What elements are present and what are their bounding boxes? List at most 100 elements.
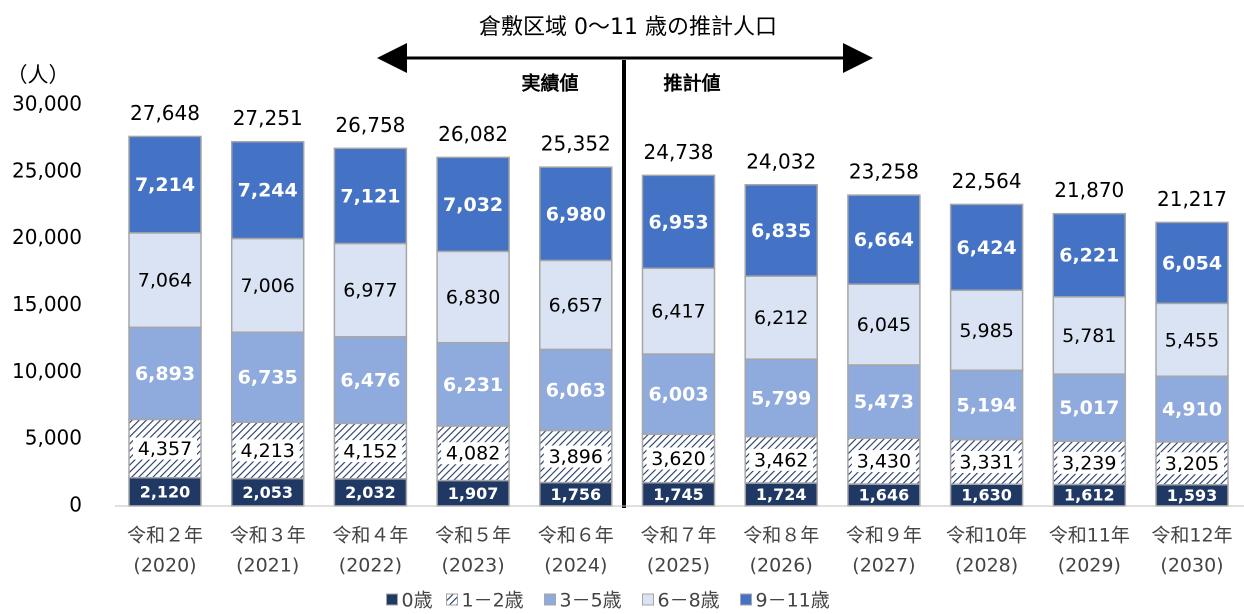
bar-segment — [1155, 302, 1229, 377]
value-label: 6,980 — [546, 203, 606, 225]
y-tick-label: 25,000 — [12, 158, 82, 182]
bar-segment — [744, 358, 818, 438]
bar-segment — [1155, 375, 1229, 443]
x-tick-label: 令和２年 — [127, 525, 203, 547]
value-label: 1,745 — [653, 485, 704, 504]
value-label: 1,630 — [961, 486, 1012, 505]
y-tick-label: 15,000 — [12, 292, 82, 316]
x-tick-label: (2026) — [750, 555, 813, 577]
value-label: 5,781 — [1062, 325, 1116, 347]
x-tick-label: 令和７年 — [640, 525, 716, 547]
value-label: 5,194 — [957, 394, 1017, 416]
legend-label: 3－5歳 — [560, 590, 622, 612]
value-label: 6,835 — [751, 220, 811, 242]
value-label: 4,082 — [446, 443, 500, 465]
legend-label: 9－11歳 — [756, 590, 830, 612]
value-label: 6,045 — [857, 314, 911, 336]
value-label: 3,430 — [857, 451, 911, 473]
bar-segment — [539, 259, 613, 351]
total-label: 27,251 — [233, 106, 303, 130]
value-label: 6,003 — [648, 384, 708, 406]
annotation: 推計値 — [663, 72, 720, 95]
legend-label: 1－2歳 — [462, 590, 524, 612]
value-label: 7,032 — [443, 194, 503, 216]
x-tick-label: 令和４年 — [332, 525, 408, 547]
value-label: 7,121 — [340, 185, 400, 207]
bar-segment — [1052, 296, 1127, 375]
bar-segment — [436, 479, 510, 507]
legend-swatch — [446, 593, 458, 606]
value-label: 5,473 — [854, 391, 914, 413]
bar-segment — [847, 283, 921, 366]
total-label: 24,032 — [746, 149, 816, 173]
legend-swatch — [386, 593, 398, 606]
legend-label: 6－8歳 — [658, 590, 720, 612]
x-tick-label: (2020) — [133, 555, 196, 577]
bar-segment — [333, 478, 408, 507]
value-label: 6,657 — [549, 294, 603, 316]
x-tick-label: (2029) — [1058, 555, 1121, 577]
bar-segment — [436, 156, 510, 253]
value-label: 4,357 — [138, 438, 192, 460]
label-bg — [646, 447, 711, 470]
total-label: 21,217 — [1157, 187, 1227, 211]
bar-segment — [230, 140, 305, 240]
value-label: 6,735 — [238, 367, 298, 389]
value-label: 3,462 — [754, 449, 808, 471]
value-label: 3,620 — [651, 448, 705, 470]
value-label: 4,213 — [240, 440, 294, 462]
x-tick-label: (2027) — [852, 555, 915, 577]
x-tick-label: 令和９年 — [846, 525, 922, 547]
bar-segment — [128, 135, 202, 234]
value-label: 6,476 — [340, 370, 400, 392]
bar-segment — [1052, 373, 1127, 442]
value-label: 6,231 — [443, 374, 503, 396]
x-tick-label: (2024) — [544, 555, 607, 577]
total-label: 23,258 — [849, 160, 919, 184]
x-tick-label: (2023) — [442, 555, 505, 577]
value-label: 5,985 — [959, 320, 1013, 342]
y-axis-label: （人） — [7, 63, 70, 87]
label-bg — [441, 442, 506, 465]
bar-segment — [436, 250, 510, 344]
value-label: 5,017 — [1059, 397, 1119, 419]
x-tick-label: 令和10年 — [946, 525, 1027, 547]
bar-segment — [949, 203, 1024, 292]
x-tick-label: (2028) — [955, 555, 1018, 577]
value-label: 1,593 — [1167, 486, 1218, 505]
value-label: 1,646 — [859, 485, 910, 504]
value-label: 3,331 — [959, 451, 1013, 473]
bar-segment — [230, 331, 305, 423]
total-label: 21,870 — [1054, 178, 1124, 202]
bar-segment — [539, 348, 613, 432]
total-label: 24,738 — [644, 140, 714, 164]
value-label: 6,417 — [651, 301, 705, 323]
x-tick-label: 令和８年 — [743, 525, 819, 547]
x-tick-label: 令和６年 — [538, 525, 614, 547]
total-label: 27,648 — [130, 101, 200, 125]
bar-segment — [333, 147, 408, 245]
x-tick-label: 令和12年 — [1151, 525, 1232, 547]
label-bg — [133, 437, 197, 460]
x-tick-label: (2021) — [236, 555, 299, 577]
x-tick-label: (2030) — [1160, 555, 1223, 577]
label-bg — [1057, 451, 1122, 474]
label-bg — [1160, 452, 1224, 475]
legend-swatch — [544, 593, 556, 606]
label-bg — [749, 448, 814, 471]
bar-segment — [847, 194, 921, 285]
bar-segment — [333, 242, 408, 338]
value-label: 1,907 — [448, 484, 499, 503]
value-label: 3,239 — [1062, 452, 1116, 474]
bar-segment — [128, 476, 202, 507]
value-label: 7,214 — [135, 174, 195, 196]
value-label: 6,664 — [854, 229, 914, 251]
value-label: 3,205 — [1165, 453, 1219, 475]
x-tick-label: 令和３年 — [230, 525, 306, 547]
x-tick-label: 令和５年 — [435, 525, 511, 547]
bar-segment — [641, 353, 716, 436]
value-label: 6,977 — [343, 280, 397, 302]
chart-title: 倉敷区域 0～11 歳の推計人口 — [479, 15, 777, 40]
bar-segment — [641, 174, 716, 270]
